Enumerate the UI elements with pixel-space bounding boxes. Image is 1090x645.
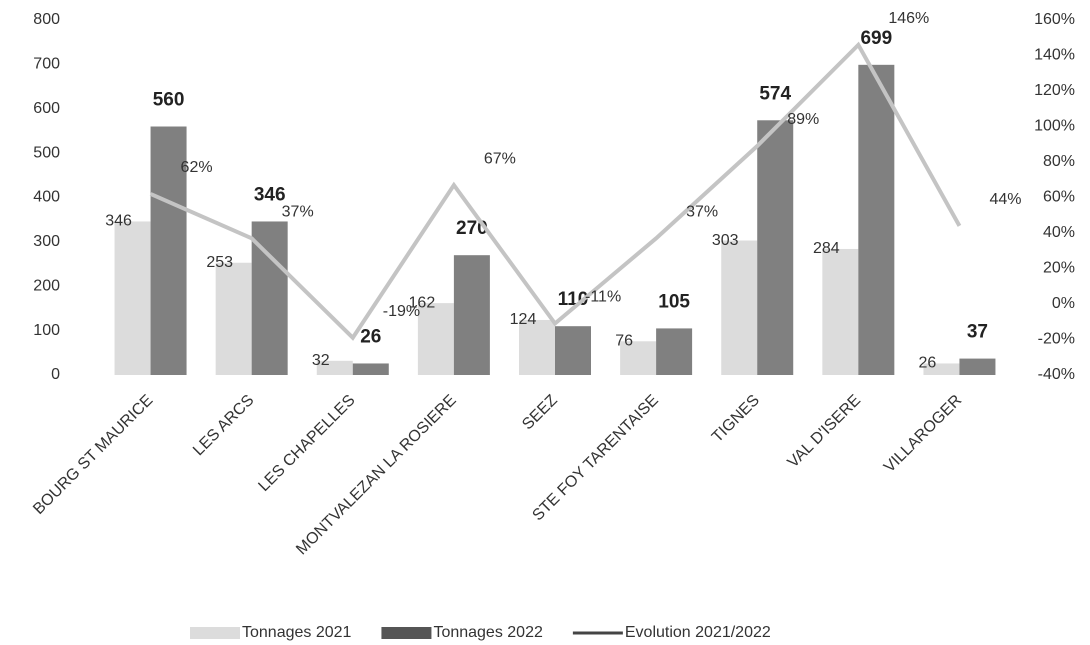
bar-value-label: 346 xyxy=(105,213,132,230)
y-tick-label: 800 xyxy=(33,11,60,28)
legend-label: Evolution 2021/2022 xyxy=(625,624,771,641)
legend-swatch xyxy=(190,627,240,639)
bar xyxy=(453,255,490,375)
bar-value-label: 270 xyxy=(456,218,488,239)
line-value-label: 89% xyxy=(787,111,819,128)
bar xyxy=(959,358,996,375)
y2-tick-label: 60% xyxy=(1043,189,1075,206)
line-value-label: 44% xyxy=(989,191,1021,208)
y2-tick-label: 80% xyxy=(1043,153,1075,170)
bar-value-label: 346 xyxy=(254,184,286,205)
bar xyxy=(316,360,353,375)
bar-value-label: 37 xyxy=(967,322,988,343)
line-value-label: -11% xyxy=(585,289,621,306)
bar xyxy=(822,248,859,375)
x-tick-label: VILLAROGER xyxy=(881,392,965,476)
bar-value-label: 26 xyxy=(919,355,937,372)
y-tick-label: 600 xyxy=(33,100,60,117)
legend-label: Tonnages 2021 xyxy=(242,624,352,641)
bar-value-label: 105 xyxy=(658,291,690,312)
line-value-label: 62% xyxy=(181,159,213,176)
y2-tick-label: 120% xyxy=(1034,82,1075,99)
x-tick-label: LES ARCS xyxy=(190,392,257,459)
line xyxy=(149,41,962,341)
bar xyxy=(721,240,758,375)
bar xyxy=(114,221,151,375)
y-tick-label: 500 xyxy=(33,144,60,161)
x-tick-label: BOURG ST MAURICE xyxy=(30,392,156,518)
bar-value-label: 162 xyxy=(409,294,436,311)
y-tick-label: 400 xyxy=(33,189,60,206)
bar xyxy=(656,328,693,375)
bar xyxy=(620,341,657,375)
y2-tick-label: 0% xyxy=(1052,295,1075,312)
bar-value-label: 699 xyxy=(860,28,892,49)
bar-value-label: 26 xyxy=(360,326,381,347)
bar-value-label: 560 xyxy=(153,90,185,111)
line-value-label: 67% xyxy=(484,150,516,167)
x-tick-label: VAL D'ISERE xyxy=(785,392,865,472)
bar-value-label: 110 xyxy=(558,289,589,310)
bar-value-label: 76 xyxy=(615,332,633,349)
bar xyxy=(251,221,288,375)
y-tick-label: 0 xyxy=(51,366,60,383)
line-value-label: 37% xyxy=(686,204,718,221)
y2-tick-label: 100% xyxy=(1034,118,1075,135)
y-tick-label: 700 xyxy=(33,56,60,73)
x-tick-label: TIGNES xyxy=(709,392,763,446)
y2-tick-label: 20% xyxy=(1043,260,1075,277)
bar xyxy=(519,319,555,375)
y2-tick-label: -40% xyxy=(1038,366,1075,383)
y2-tick-label: 40% xyxy=(1043,224,1075,241)
bar-value-label: 253 xyxy=(206,254,233,271)
line-value-label: 37% xyxy=(282,204,314,221)
bar-value-label: 303 xyxy=(712,232,739,249)
bar xyxy=(150,126,187,375)
bar xyxy=(352,363,389,375)
y-tick-label: 300 xyxy=(33,233,60,250)
bar xyxy=(858,64,895,375)
bar-value-label: 124 xyxy=(510,311,537,328)
x-tick-label: LES CHAPELLES xyxy=(255,392,358,495)
bar xyxy=(417,303,454,375)
line-value-label: -19% xyxy=(383,303,420,320)
legend-swatch xyxy=(381,627,432,639)
legend-label: Tonnages 2022 xyxy=(433,624,543,641)
y-tick-label: 200 xyxy=(33,277,60,294)
bar xyxy=(555,326,591,375)
y2-tick-label: 160% xyxy=(1034,11,1075,28)
y-tick-label: 100 xyxy=(33,322,60,339)
line-value-label: 146% xyxy=(888,10,929,27)
bar-value-label: 574 xyxy=(759,83,791,104)
bar-value-label: 284 xyxy=(813,240,840,257)
bar xyxy=(923,363,960,375)
bar-value-label: 32 xyxy=(312,352,330,369)
x-tick-label: SEEZ xyxy=(519,392,561,434)
y2-tick-label: -20% xyxy=(1038,331,1075,348)
x-tick-label: MONTVALEZAN LA ROSIERE xyxy=(293,392,459,558)
y2-tick-label: 140% xyxy=(1034,47,1075,64)
bar xyxy=(757,120,794,375)
bar xyxy=(215,262,252,375)
